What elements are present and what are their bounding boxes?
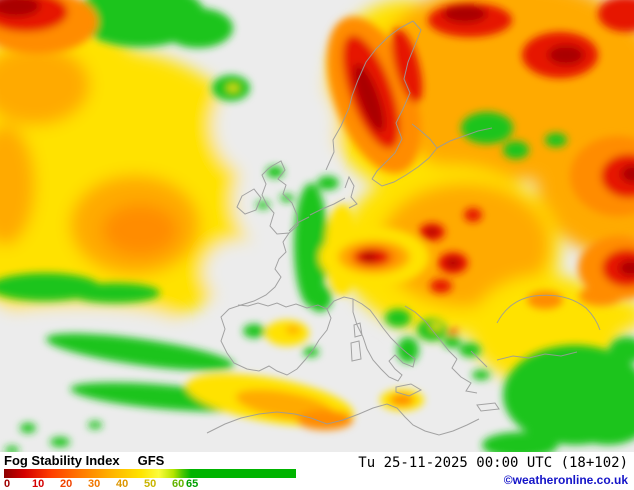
legend-tick-label: 65 bbox=[186, 478, 199, 490]
model-name: GFS bbox=[137, 453, 165, 468]
map-area bbox=[0, 0, 634, 452]
legend-tick-label: 60 bbox=[172, 478, 185, 490]
parameter-name: Fog Stability Index bbox=[4, 453, 120, 468]
legend-tick-labels: 0 10 20 30 40 50 60 65 bbox=[4, 478, 296, 490]
legend-tick-label: 0 bbox=[4, 478, 11, 490]
legend-tick-label: 10 bbox=[32, 478, 45, 490]
legend-tick-label: 20 bbox=[60, 478, 73, 490]
legend-block: Fog Stability Index GFS 0 10 20 30 40 50 60 65 bbox=[4, 453, 296, 490]
timestamp-block: Tu 25-11-2025 00:00 UTC (18+102) ©weathe… bbox=[358, 455, 628, 487]
legend-tick-label: 30 bbox=[88, 478, 101, 490]
fog-field-detail bbox=[0, 0, 634, 452]
legend-tick-label: 50 bbox=[144, 478, 157, 490]
footer-bar: Fog Stability Index GFS 0 10 20 30 40 50 60 65 T… bbox=[0, 452, 634, 490]
map-title: Fog Stability Index GFS bbox=[4, 453, 296, 468]
valid-time: Tu 25-11-2025 00:00 UTC (18+102) bbox=[358, 455, 628, 471]
copyright: ©weatheronline.co.uk bbox=[503, 473, 628, 487]
fog-index-map bbox=[0, 0, 634, 452]
legend-gradient-bar bbox=[4, 469, 296, 478]
legend-tick-label: 40 bbox=[116, 478, 129, 490]
coastlines bbox=[206, 20, 601, 436]
